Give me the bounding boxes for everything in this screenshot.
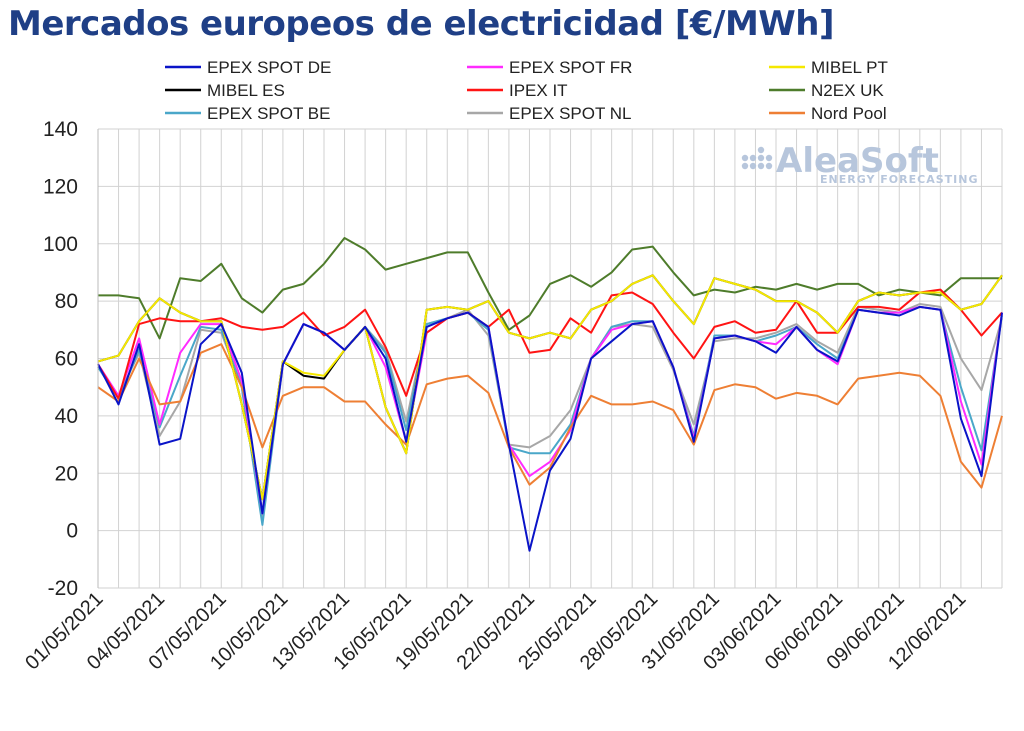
- legend-label: MIBEL PT: [811, 58, 888, 77]
- legend-item-epex-spot-de: EPEX SPOT DE: [165, 58, 331, 77]
- y-tick-label: 0: [66, 520, 78, 543]
- watermark-name: AleaSoft: [776, 141, 939, 181]
- watermark-dot: [757, 146, 765, 154]
- y-tick-label: 40: [55, 405, 78, 428]
- watermark-dot: [765, 154, 773, 162]
- chart-title: Mercados europeos de electricidad [€/MWh…: [8, 4, 835, 44]
- legend-label: EPEX SPOT DE: [207, 58, 331, 77]
- legend-label: Nord Pool: [811, 104, 887, 123]
- legend-item-mibel-es: MIBEL ES: [165, 81, 285, 100]
- chart-series: [97, 237, 1003, 552]
- y-tick-label: 100: [43, 233, 78, 256]
- y-tick-label: 140: [43, 118, 78, 141]
- legend-item-mibel-pt: MIBEL PT: [769, 58, 888, 77]
- y-tick-label: -20: [48, 577, 78, 600]
- watermark-dot: [757, 162, 765, 170]
- series-line-mibel-pt: [97, 274, 1003, 501]
- y-tick-label: 20: [55, 462, 78, 485]
- y-tick-label: 60: [55, 348, 78, 371]
- y-tick-label: 120: [43, 175, 78, 198]
- legend-label: IPEX IT: [509, 81, 568, 100]
- series-line-nord-pool: [97, 343, 1003, 489]
- legend-label: MIBEL ES: [207, 81, 285, 100]
- legend-item-epex-spot-fr: EPEX SPOT FR: [467, 58, 632, 77]
- watermark-dot: [749, 154, 757, 162]
- legend-item-ipex-it: IPEX IT: [467, 81, 568, 100]
- legend-item-epex-spot-be: EPEX SPOT BE: [165, 104, 330, 123]
- legend-item-nord-pool: Nord Pool: [769, 104, 887, 123]
- watermark-tagline: ENERGY FORECASTING: [820, 173, 978, 186]
- legend-label: EPEX SPOT FR: [509, 58, 632, 77]
- series-line-n2ex-uk: [98, 237, 1002, 340]
- legend-label: EPEX SPOT NL: [509, 104, 632, 123]
- x-axis: 01/05/202104/05/202107/05/202110/05/2021…: [21, 588, 970, 674]
- y-axis: -20 0 20 40 60 80 100 120 140: [43, 118, 99, 600]
- legend-item-epex-spot-nl: EPEX SPOT NL: [467, 104, 632, 123]
- watermark-dot: [741, 162, 749, 170]
- chart-legend: EPEX SPOT DE EPEX SPOT FR MIBEL PT MIBEL ES…: [165, 58, 888, 123]
- watermark-dot: [765, 162, 773, 170]
- legend-label: EPEX SPOT BE: [207, 104, 330, 123]
- series-line-ipex-it: [97, 288, 1003, 400]
- y-tick-label: 80: [55, 290, 78, 313]
- watermark-dot: [757, 154, 765, 162]
- legend-label: N2EX UK: [811, 81, 884, 100]
- legend-item-n2ex-uk: N2EX UK: [769, 81, 884, 100]
- watermark-dot: [741, 154, 749, 162]
- watermark-dot: [749, 162, 757, 170]
- series-line-epex-spot-de: [97, 305, 1003, 552]
